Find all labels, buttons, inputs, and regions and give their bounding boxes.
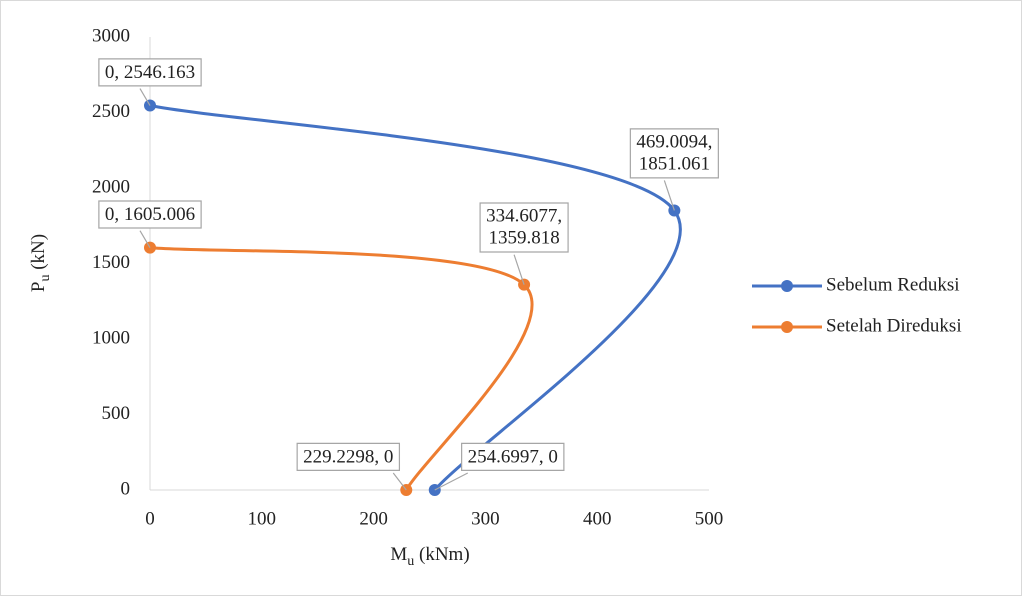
data-label: 334.6077,1359.818 (486, 206, 562, 249)
x-title-sub: u (407, 554, 414, 569)
data-label: 0, 1605.006 (105, 204, 195, 225)
data-label: 469.0094,1851.061 (636, 132, 712, 175)
y-tick-label: 3000 (92, 25, 130, 46)
y-tick-label: 500 (102, 403, 131, 424)
data-label: 229.2298, 0 (303, 446, 393, 467)
x-title-main: M (390, 544, 407, 565)
x-title-unit: (kNm) (414, 544, 469, 565)
x-tick-label: 0 (145, 508, 155, 529)
x-tick-label: 100 (248, 508, 277, 529)
legend-marker (781, 321, 793, 333)
x-tick-label: 200 (359, 508, 388, 529)
chart: Mu (kNm) Pu (kN) 05001000150020002500300… (0, 0, 1022, 596)
y-tick-label: 1500 (92, 252, 130, 273)
y-tick-label: 0 (121, 478, 131, 499)
y-title-unit: (kN) (28, 234, 49, 275)
data-label: 254.6997, 0 (468, 446, 558, 467)
y-title-main: P (28, 282, 49, 293)
y-tick-label: 2500 (92, 101, 130, 122)
y-title-sub: u (38, 275, 53, 282)
legend-label: Sebelum Reduksi (826, 274, 960, 295)
legend-marker (781, 280, 793, 292)
x-tick-label: 400 (583, 508, 612, 529)
legend-label: Setelah Direduksi (826, 315, 962, 336)
y-tick-label: 1000 (92, 327, 130, 348)
data-label: 0, 2546.163 (105, 62, 195, 83)
x-tick-label: 300 (471, 508, 500, 529)
x-tick-label: 500 (695, 508, 724, 529)
y-tick-label: 2000 (92, 176, 130, 197)
chart-border (1, 1, 1022, 596)
